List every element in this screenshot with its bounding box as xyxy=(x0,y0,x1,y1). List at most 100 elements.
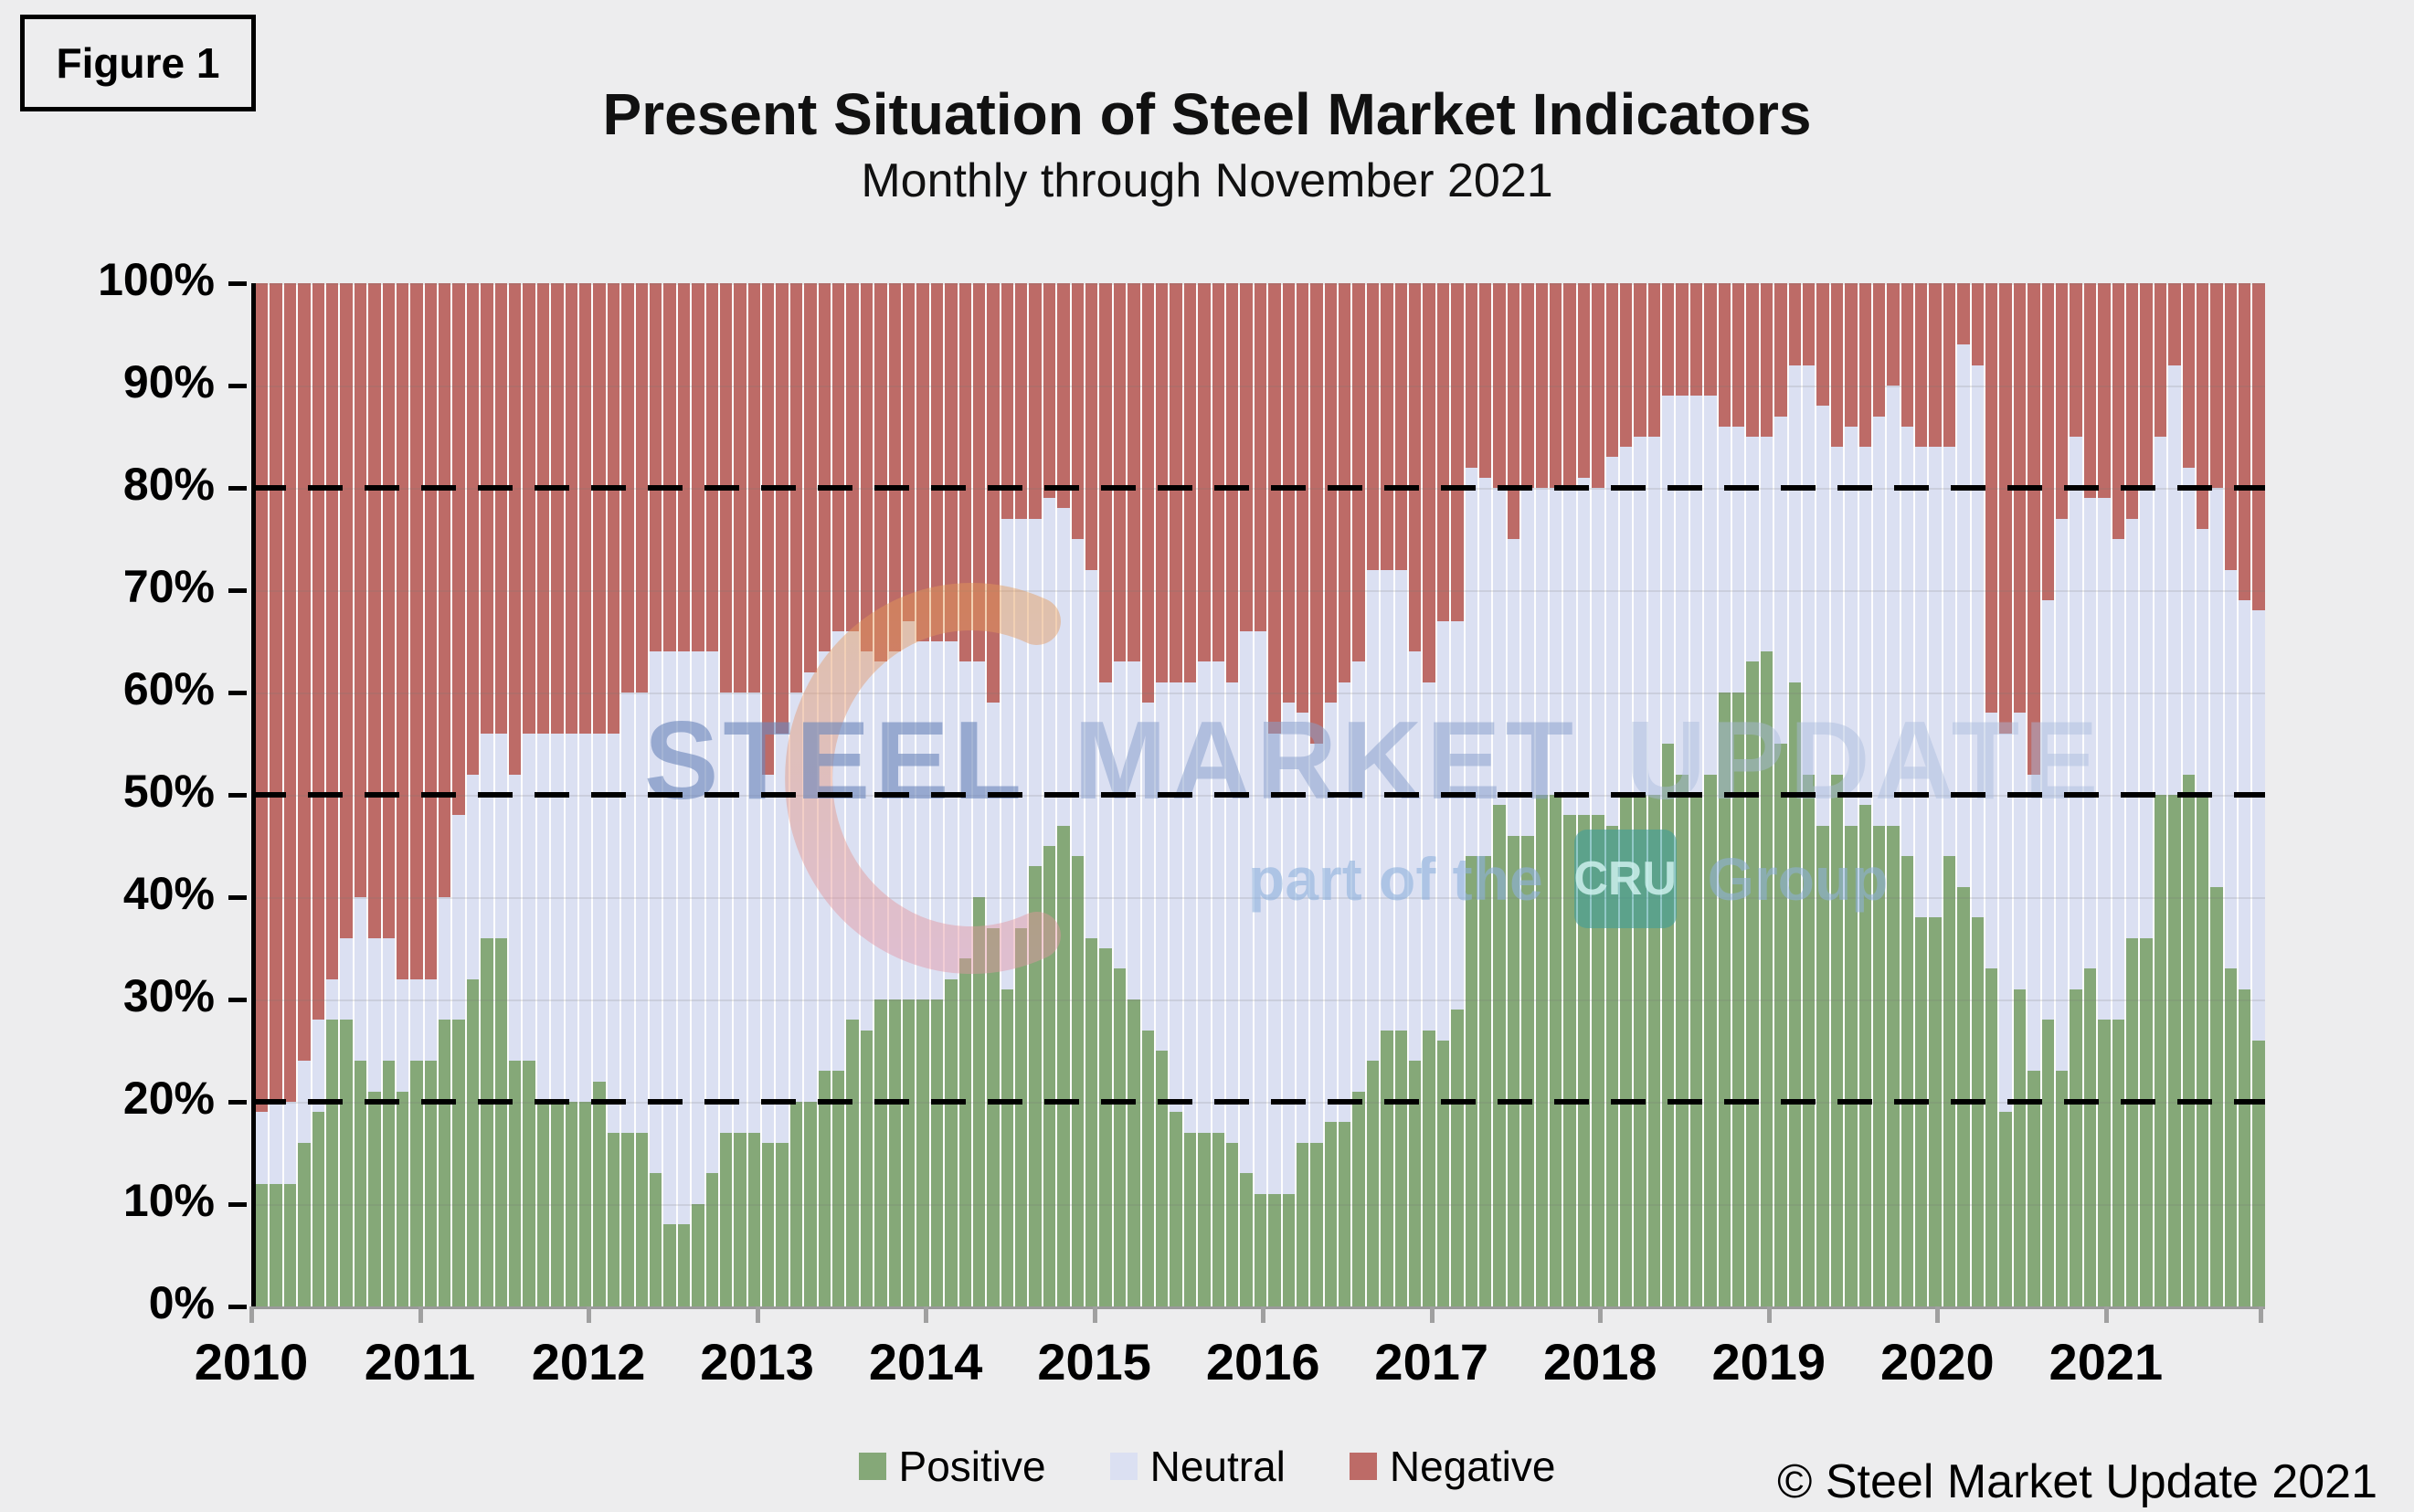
bar-segment-positive xyxy=(734,1132,746,1306)
bar-segment-neutral xyxy=(1254,630,1267,1194)
gridline-70 xyxy=(256,590,2265,592)
plot-area: STEEL MARKET UPDATE part of the CRU Grou… xyxy=(251,283,2265,1309)
bar-segment-positive xyxy=(1240,1173,1253,1306)
bar-segment-negative xyxy=(593,283,606,734)
bar-segment-positive xyxy=(1043,845,1056,1306)
bar-segment-neutral xyxy=(1872,416,1886,826)
bar-segment-positive xyxy=(2028,1071,2040,1306)
bar-segment-positive xyxy=(789,1102,803,1306)
bar-segment-positive xyxy=(565,1101,577,1306)
bar-segment-positive xyxy=(1915,917,1928,1306)
bar-segment-neutral xyxy=(1957,344,1970,887)
bar-segment-negative xyxy=(1563,283,1576,488)
bar-segment-negative xyxy=(354,283,367,897)
bar-segment-negative xyxy=(325,283,339,979)
bar-segment-neutral xyxy=(677,651,691,1225)
legend-item-neutral: Neutral xyxy=(1109,1442,1286,1491)
bar-segment-neutral xyxy=(607,733,620,1133)
bar-segment-negative xyxy=(916,283,929,641)
bar-segment-neutral xyxy=(1788,365,1801,682)
y-tick xyxy=(228,281,247,286)
bar-segment-negative xyxy=(874,283,887,662)
bar-segment-positive xyxy=(1212,1132,1224,1306)
bar-segment-positive xyxy=(2083,968,2097,1306)
y-axis-label: 60% xyxy=(122,663,215,714)
bar-segment-positive xyxy=(1366,1061,1380,1306)
bar-segment-positive xyxy=(747,1132,761,1306)
bar-segment-positive xyxy=(1872,825,1886,1306)
bar-segment-negative xyxy=(1198,283,1211,662)
bar-segment-negative xyxy=(1704,283,1717,397)
bar-segment-neutral xyxy=(593,733,606,1082)
bar-segment-positive xyxy=(1605,825,1618,1306)
bar-segment-positive xyxy=(1900,856,1914,1306)
bar-segment-negative xyxy=(466,283,480,775)
bar-month xyxy=(325,283,341,1306)
x-tick xyxy=(1429,1306,1435,1323)
bar-segment-negative xyxy=(832,283,845,631)
bar-segment-positive xyxy=(466,978,480,1306)
bar-segment-neutral xyxy=(846,630,859,1020)
bar-segment-neutral xyxy=(2028,774,2040,1072)
bar-segment-neutral xyxy=(1535,488,1548,795)
bar-segment-positive xyxy=(1339,1122,1351,1306)
bar-segment-positive xyxy=(1943,856,1956,1306)
bar-month xyxy=(1099,283,1114,1306)
bar-segment-neutral xyxy=(1141,703,1154,1031)
bar-segment-positive xyxy=(1634,795,1646,1306)
bar-segment-negative xyxy=(2028,283,2040,775)
bar-segment-neutral xyxy=(1605,457,1618,826)
bar-segment-neutral xyxy=(635,693,648,1133)
bar-segment-neutral xyxy=(1381,569,1393,1031)
bar-segment-neutral xyxy=(649,651,662,1174)
bar-segment-negative xyxy=(1957,283,1970,345)
bar-segment-positive xyxy=(1929,917,1942,1306)
gridline-60 xyxy=(256,693,2265,694)
bar-segment-positive xyxy=(494,937,508,1306)
bar-segment-negative xyxy=(536,283,550,734)
legend: Positive Neutral Negative xyxy=(0,1442,2414,1491)
bar-segment-neutral xyxy=(1324,703,1338,1123)
bar-segment-negative xyxy=(1915,283,1928,448)
bar-segment-positive xyxy=(2013,989,2027,1306)
bar-segment-neutral xyxy=(958,661,971,959)
bar-segment-neutral xyxy=(1198,661,1211,1133)
bar-segment-positive xyxy=(1774,743,1787,1306)
bar-segment-neutral xyxy=(692,651,704,1204)
bar-segment-neutral xyxy=(1465,467,1477,857)
y-axis-label: 100% xyxy=(98,254,215,305)
bar-segment-positive xyxy=(1324,1122,1338,1306)
bar-segment-neutral xyxy=(1732,426,1745,693)
bar-segment-neutral xyxy=(1099,682,1112,948)
bar-segment-positive xyxy=(325,1020,339,1306)
bar-segment-negative xyxy=(340,283,353,938)
bar-segment-negative xyxy=(439,283,451,897)
bar-segment-positive xyxy=(1732,692,1745,1306)
bar-segment-positive xyxy=(1183,1132,1197,1306)
bar-segment-positive xyxy=(1493,805,1506,1306)
x-tick xyxy=(587,1306,592,1323)
bar-segment-neutral xyxy=(987,703,1000,928)
bar-segment-negative xyxy=(649,283,662,652)
bar-segment-positive xyxy=(1310,1142,1323,1306)
bar-segment-neutral xyxy=(1858,447,1871,806)
bar-segment-negative xyxy=(1718,283,1731,427)
bar-segment-positive xyxy=(1971,917,1985,1306)
bar-segment-positive xyxy=(1436,1040,1450,1306)
bar-segment-positive xyxy=(958,958,971,1306)
bar-segment-positive xyxy=(2041,1020,2054,1306)
bar-segment-positive xyxy=(804,1101,817,1306)
bar-segment-neutral xyxy=(565,733,577,1102)
x-axis-label: 2011 xyxy=(364,1333,476,1390)
bar-segment-neutral xyxy=(325,978,339,1020)
bar-segment-positive xyxy=(621,1132,634,1306)
bar-segment-neutral xyxy=(1746,437,1759,662)
bar-segment-neutral xyxy=(2168,365,2181,795)
bar-segment-neutral xyxy=(1339,682,1351,1123)
bar-segment-positive xyxy=(1662,743,1675,1306)
gridline-30 xyxy=(256,999,2265,1001)
bar-segment-positive xyxy=(860,1030,873,1306)
bar-segment-positive xyxy=(1689,794,1703,1306)
bar-segment-negative xyxy=(1436,283,1450,621)
